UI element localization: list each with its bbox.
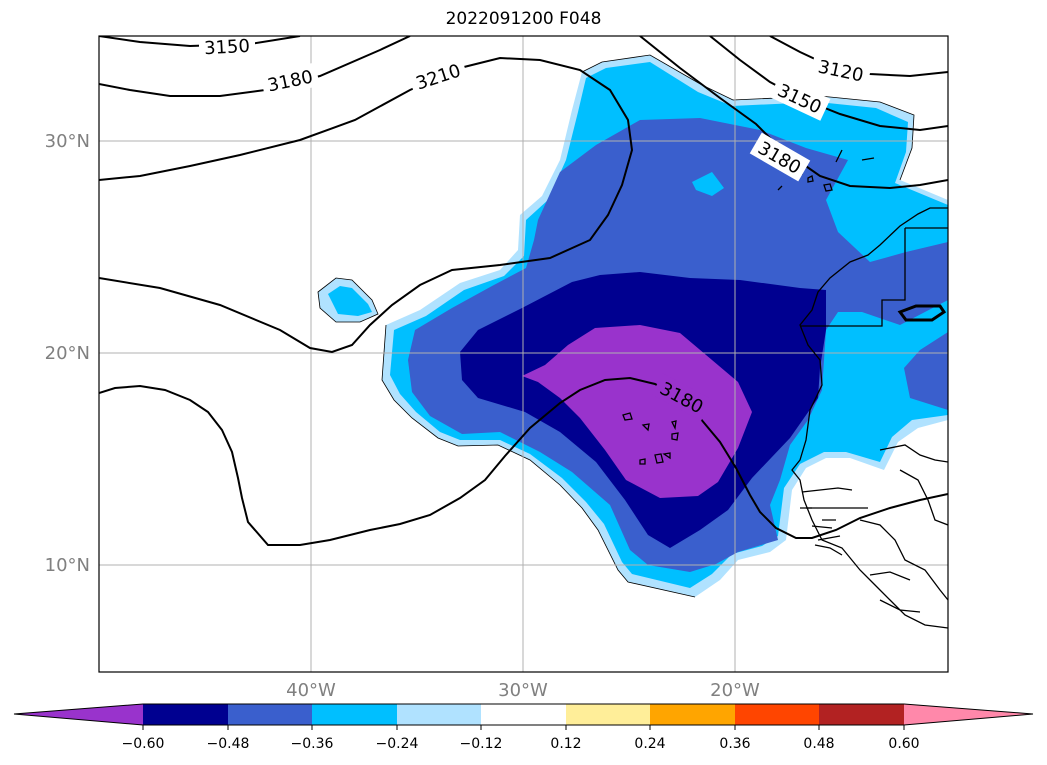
colorbar-tick-label: −0.12 bbox=[459, 736, 503, 752]
colorbar-tick-label: −0.36 bbox=[290, 736, 334, 752]
colorbar-segment bbox=[566, 704, 650, 725]
gridlines bbox=[99, 36, 948, 672]
colorbar-segment bbox=[819, 704, 904, 725]
colorbar-tick-label: 0.36 bbox=[719, 736, 751, 752]
colorbar-tick-label: 0.48 bbox=[803, 736, 835, 752]
colorbar-segment bbox=[143, 704, 228, 725]
lat-label-20n: 20°N bbox=[44, 343, 90, 364]
contour-label: 3120 bbox=[816, 56, 865, 86]
colorbar-extend-max bbox=[904, 704, 1033, 725]
lat-label-30n: 30°N bbox=[44, 131, 90, 152]
colorbar-segment bbox=[650, 704, 735, 725]
contour-label: 3180 bbox=[266, 66, 315, 96]
contour-label: 3210 bbox=[413, 60, 463, 94]
colorbar-tick-label: −0.24 bbox=[375, 736, 419, 752]
colorbar-extend-min bbox=[14, 704, 143, 725]
map-area: 3150 3180 3210 3120 3150 3180 3180 bbox=[99, 36, 948, 672]
colorbar-tick-label: 0.24 bbox=[634, 736, 666, 752]
colorbar-segment bbox=[735, 704, 819, 725]
lat-label-10n: 10°N bbox=[44, 555, 90, 576]
lon-label-20w: 20°W bbox=[710, 680, 760, 701]
colorbar-segment bbox=[228, 704, 312, 725]
anomaly-fill-purple bbox=[522, 325, 752, 498]
colorbar-tick-label: −0.60 bbox=[121, 736, 165, 752]
map-title: 2022091200 F048 bbox=[445, 9, 602, 29]
colorbar-tick-label: −0.48 bbox=[206, 736, 250, 752]
lon-label-40w: 40°W bbox=[286, 680, 336, 701]
colorbar-segment bbox=[397, 704, 481, 725]
lon-label-30w: 30°W bbox=[498, 680, 548, 701]
colorbar-tick-label: 0.12 bbox=[550, 736, 582, 752]
colorbar-segment bbox=[312, 704, 397, 725]
colorbar-ticks bbox=[142, 725, 905, 730]
colorbar bbox=[13, 703, 1034, 730]
colorbar-tick-label: 0.60 bbox=[888, 736, 920, 752]
colorbar-segment bbox=[481, 704, 566, 725]
contour-label: 3150 bbox=[204, 36, 251, 59]
map-frame bbox=[98, 35, 949, 673]
